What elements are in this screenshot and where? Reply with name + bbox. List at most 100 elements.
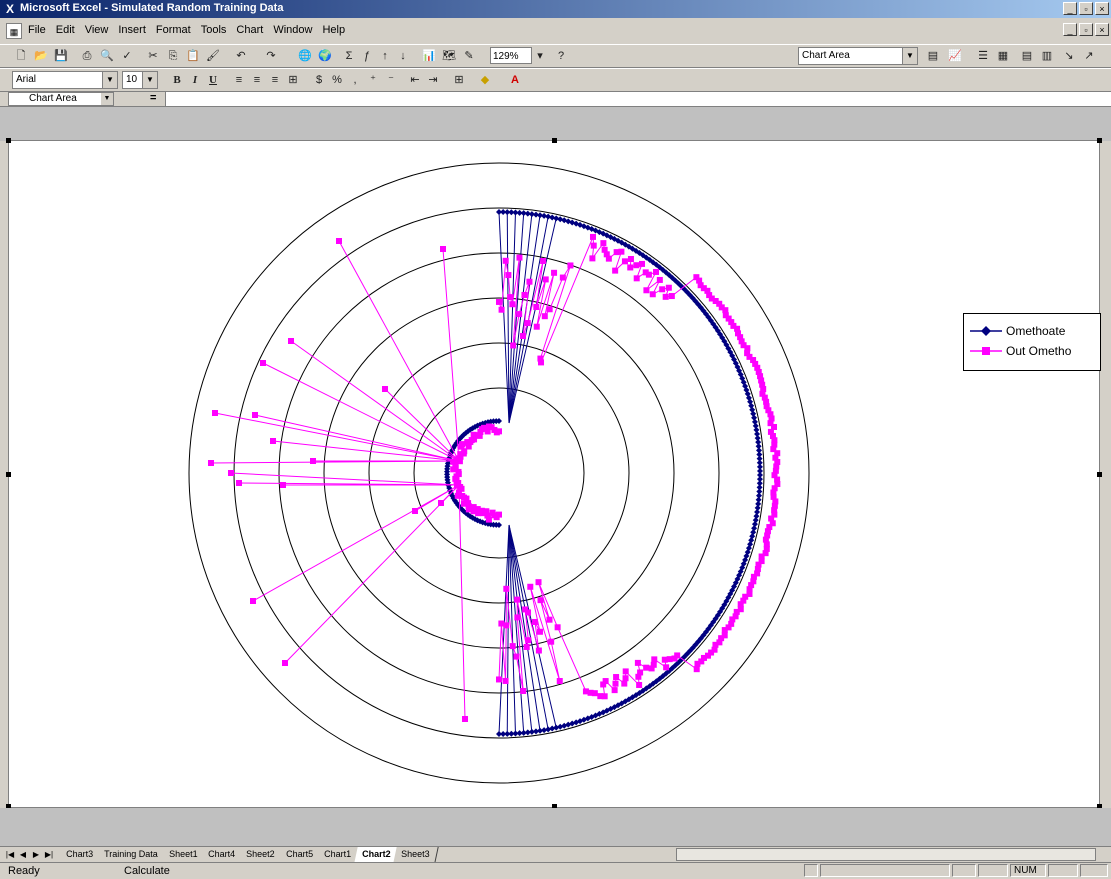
- align-right-icon[interactable]: ≡: [271, 74, 279, 86]
- legend-icon[interactable]: ☰: [978, 50, 988, 62]
- open-icon[interactable]: 📂: [34, 50, 48, 62]
- sheet-tab-sheet2[interactable]: Sheet2: [238, 847, 284, 863]
- menu-file[interactable]: File: [28, 24, 46, 36]
- sheet-tab-chart1[interactable]: Chart1: [316, 847, 360, 863]
- chart-objects-dropdown[interactable]: Chart Area ▼: [798, 47, 918, 65]
- paste-icon[interactable]: 📋: [186, 50, 200, 62]
- workbook-icon[interactable]: ▦: [6, 23, 22, 39]
- series-point-out-ometho: [556, 678, 563, 685]
- sheet-tab-sheet1[interactable]: Sheet1: [161, 847, 206, 863]
- print-icon[interactable]: ⎙: [82, 50, 92, 62]
- sheet-tab-sheet3[interactable]: Sheet3: [393, 847, 439, 863]
- first-sheet-icon[interactable]: |◀: [5, 850, 15, 859]
- decrease-decimal-icon[interactable]: ⁻: [388, 74, 394, 86]
- formula-input[interactable]: [165, 92, 1111, 106]
- undo-icon[interactable]: ↶: [236, 50, 246, 62]
- last-sheet-icon[interactable]: ▶|: [44, 850, 54, 859]
- sheet-tab-chart3[interactable]: Chart3: [58, 847, 102, 863]
- cut-icon[interactable]: ✂: [148, 50, 158, 62]
- menu-tools[interactable]: Tools: [200, 24, 227, 36]
- sort-desc-icon[interactable]: ↓: [400, 50, 406, 62]
- chevron-down-icon[interactable]: ▼: [101, 93, 113, 105]
- underline-icon[interactable]: U: [209, 74, 217, 86]
- prev-sheet-icon[interactable]: ◀: [19, 850, 27, 859]
- close-button[interactable]: ×: [1095, 2, 1109, 15]
- selection-handle[interactable]: [1097, 138, 1102, 143]
- selection-handle[interactable]: [552, 804, 557, 809]
- function-icon[interactable]: ƒ: [363, 50, 371, 62]
- merge-center-icon[interactable]: ⊞: [288, 74, 298, 86]
- chart-wizard-icon[interactable]: 📊: [422, 50, 436, 62]
- decrease-indent-icon[interactable]: ⇤: [410, 74, 420, 86]
- menu-help[interactable]: Help: [322, 24, 346, 36]
- selection-handle[interactable]: [552, 138, 557, 143]
- excel-icon[interactable]: X: [5, 2, 14, 16]
- fill-color-icon[interactable]: ◆: [480, 74, 490, 86]
- next-sheet-icon[interactable]: ▶: [32, 850, 40, 859]
- font-size-dropdown[interactable]: 10 ▼: [122, 71, 158, 89]
- increase-decimal-icon[interactable]: ⁺: [370, 74, 376, 86]
- format-chart-area-icon[interactable]: ▤: [927, 50, 939, 62]
- web-toolbar-icon[interactable]: 🌍: [318, 50, 332, 62]
- angle-text-down-icon[interactable]: ↘: [1064, 50, 1074, 62]
- menu-window[interactable]: Window: [273, 24, 313, 36]
- by-column-icon[interactable]: ▥: [1041, 50, 1053, 62]
- font-dropdown[interactable]: Arial ▼: [12, 71, 118, 89]
- selection-handle[interactable]: [6, 138, 11, 143]
- sheet-tab-training-data[interactable]: Training Data: [96, 847, 167, 863]
- bold-icon[interactable]: B: [173, 74, 181, 86]
- borders-icon[interactable]: ⊞: [454, 74, 464, 86]
- chevron-down-icon[interactable]: ▼: [142, 72, 157, 88]
- currency-icon[interactable]: $: [315, 74, 323, 86]
- name-box[interactable]: Chart Area ▼: [8, 92, 114, 106]
- hyperlink-icon[interactable]: 🌐: [298, 50, 312, 62]
- chevron-down-icon[interactable]: ▾: [537, 50, 543, 62]
- map-icon[interactable]: 🗺: [442, 50, 456, 62]
- data-table-icon[interactable]: ▦: [997, 50, 1009, 62]
- sheet-tab-chart4[interactable]: Chart4: [200, 847, 244, 863]
- chart-type-icon[interactable]: 📈: [948, 50, 962, 62]
- chart-area[interactable]: Omethoate Out Ometho: [8, 140, 1101, 808]
- font-color-icon[interactable]: A: [511, 74, 519, 86]
- legend[interactable]: Omethoate Out Ometho: [963, 313, 1101, 371]
- horizontal-scrollbar[interactable]: [676, 848, 1096, 861]
- copy-icon[interactable]: ⎘: [168, 50, 178, 62]
- selection-handle[interactable]: [6, 804, 11, 809]
- comma-icon[interactable]: ,: [353, 74, 357, 86]
- menu-chart[interactable]: Chart: [236, 24, 264, 36]
- percent-icon[interactable]: %: [332, 74, 342, 86]
- menu-format[interactable]: Format: [155, 24, 191, 36]
- new-icon[interactable]: 🗋: [16, 50, 26, 62]
- spelling-icon[interactable]: ✓: [122, 50, 132, 62]
- menu-insert[interactable]: Insert: [118, 24, 146, 36]
- maximize-button[interactable]: ▫: [1079, 2, 1093, 15]
- save-icon[interactable]: 💾: [54, 50, 68, 62]
- chevron-down-icon[interactable]: ▼: [902, 48, 917, 64]
- doc-minimize-button[interactable]: _: [1063, 23, 1077, 36]
- doc-close-button[interactable]: ×: [1095, 23, 1109, 36]
- print-preview-icon[interactable]: 🔍: [100, 50, 114, 62]
- sheet-tab-chart2[interactable]: Chart2: [354, 847, 400, 863]
- help-icon[interactable]: ?: [557, 50, 565, 62]
- selection-handle[interactable]: [1097, 472, 1102, 477]
- menu-edit[interactable]: Edit: [55, 24, 75, 36]
- doc-restore-button[interactable]: ▫: [1079, 23, 1093, 36]
- align-center-icon[interactable]: ≡: [253, 74, 261, 86]
- drawing-icon[interactable]: ✎: [464, 50, 474, 62]
- by-row-icon[interactable]: ▤: [1021, 50, 1033, 62]
- redo-icon[interactable]: ↷: [266, 50, 276, 62]
- angle-text-up-icon[interactable]: ↗: [1084, 50, 1094, 62]
- sheet-tab-chart5[interactable]: Chart5: [278, 847, 322, 863]
- sort-asc-icon[interactable]: ↑: [382, 50, 388, 62]
- chevron-down-icon[interactable]: ▼: [102, 72, 117, 88]
- selection-handle[interactable]: [6, 472, 11, 477]
- selection-handle[interactable]: [1097, 804, 1102, 809]
- autosum-icon[interactable]: Σ: [345, 50, 353, 62]
- increase-indent-icon[interactable]: ⇥: [428, 74, 438, 86]
- align-left-icon[interactable]: ≡: [235, 74, 243, 86]
- zoom-box[interactable]: 129%: [490, 47, 532, 64]
- format-painter-icon[interactable]: 🖌: [206, 50, 220, 62]
- italic-icon[interactable]: I: [192, 74, 198, 86]
- menu-view[interactable]: View: [84, 24, 109, 36]
- minimize-button[interactable]: _: [1063, 2, 1077, 15]
